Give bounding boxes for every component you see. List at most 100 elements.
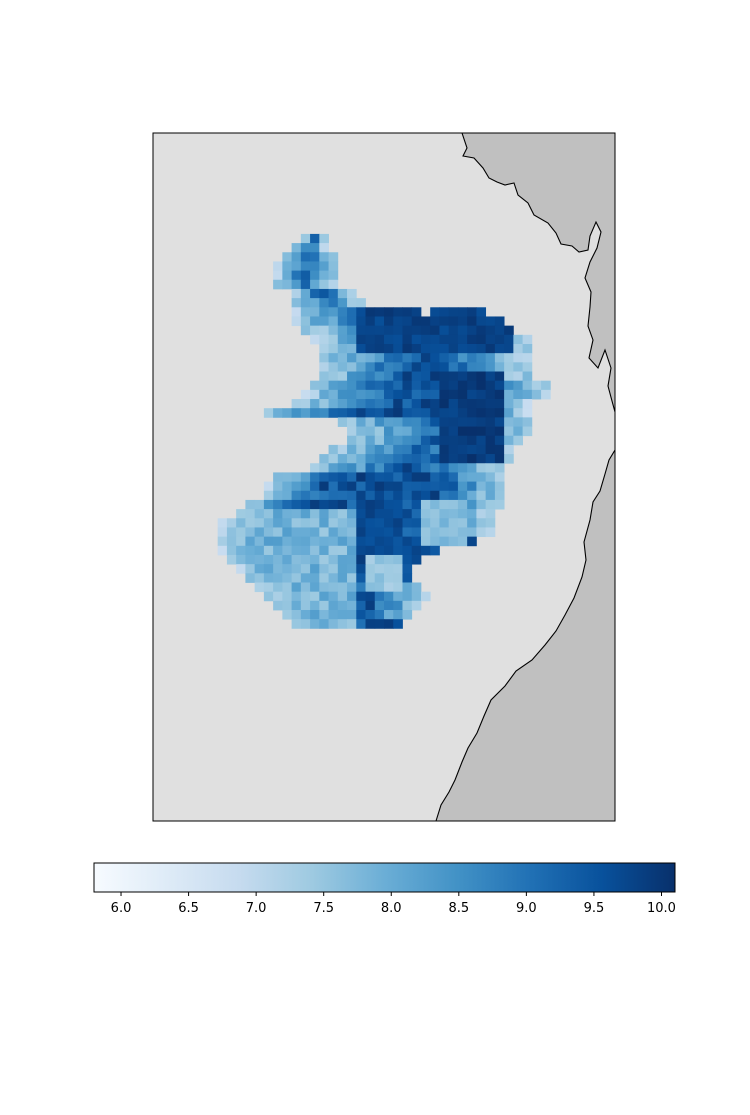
field-cell bbox=[457, 343, 468, 354]
field-cell bbox=[347, 545, 357, 556]
field-cell bbox=[319, 252, 329, 262]
field-cell bbox=[522, 380, 533, 391]
field-cell bbox=[411, 518, 422, 528]
field-cell bbox=[411, 527, 422, 538]
field-cell bbox=[420, 490, 431, 501]
field-cell bbox=[448, 499, 459, 510]
field-cell bbox=[411, 554, 422, 565]
data-field bbox=[217, 233, 551, 629]
field-cell bbox=[384, 353, 394, 363]
field-cell bbox=[365, 499, 376, 510]
field-cell bbox=[384, 444, 394, 455]
field-cell bbox=[504, 417, 514, 427]
field-cell bbox=[328, 298, 339, 308]
field-cell bbox=[310, 270, 320, 281]
field-cell bbox=[504, 426, 514, 437]
field-cell bbox=[236, 518, 246, 528]
field-cell bbox=[347, 600, 357, 611]
field-cell bbox=[439, 316, 450, 327]
field-cell bbox=[384, 380, 394, 391]
field-cell bbox=[467, 399, 477, 409]
field-cell bbox=[374, 619, 385, 629]
field-cell bbox=[522, 426, 533, 437]
field-cell bbox=[291, 261, 302, 271]
field-cell bbox=[319, 243, 329, 253]
field-cell bbox=[494, 353, 505, 363]
field-cell bbox=[476, 426, 487, 437]
field-cell bbox=[430, 389, 440, 400]
field-cell bbox=[291, 573, 302, 583]
field-cell bbox=[467, 435, 477, 446]
field-cell bbox=[374, 499, 385, 510]
field-cell bbox=[467, 463, 477, 473]
field-cell bbox=[448, 527, 459, 538]
field-cell bbox=[476, 481, 487, 492]
field-cell bbox=[402, 573, 413, 583]
field-cell bbox=[476, 380, 487, 391]
field-cell bbox=[319, 582, 329, 593]
field-cell bbox=[365, 307, 376, 317]
field-cell bbox=[254, 499, 265, 510]
field-cell bbox=[300, 243, 311, 253]
field-cell bbox=[310, 518, 320, 528]
field-cell bbox=[236, 564, 246, 574]
field-cell bbox=[282, 270, 292, 281]
field-cell bbox=[263, 527, 274, 538]
field-cell bbox=[513, 334, 523, 345]
field-cell bbox=[365, 426, 376, 437]
field-cell bbox=[504, 353, 514, 363]
field-cell bbox=[310, 545, 320, 556]
field-cell bbox=[430, 399, 440, 409]
field-cell bbox=[328, 279, 339, 290]
field-cell bbox=[522, 399, 533, 409]
field-cell bbox=[485, 490, 496, 501]
field-cell bbox=[439, 408, 450, 418]
field-cell bbox=[384, 481, 394, 492]
field-cell bbox=[319, 233, 329, 244]
field-cell bbox=[273, 261, 283, 271]
field-cell bbox=[356, 298, 366, 308]
field-cell bbox=[347, 591, 357, 602]
field-cell bbox=[485, 399, 496, 409]
field-cell bbox=[457, 472, 468, 482]
field-cell bbox=[282, 408, 292, 418]
field-cell bbox=[356, 591, 366, 602]
field-cell bbox=[328, 619, 339, 629]
field-cell bbox=[273, 564, 283, 574]
field-cell bbox=[291, 564, 302, 574]
field-cell bbox=[494, 499, 505, 510]
field-cell bbox=[430, 463, 440, 473]
field-cell bbox=[282, 472, 292, 482]
field-cell bbox=[328, 527, 339, 538]
field-cell bbox=[300, 261, 311, 271]
field-cell bbox=[254, 536, 265, 547]
field-cell bbox=[393, 380, 403, 391]
field-cell bbox=[310, 233, 320, 244]
field-cell bbox=[384, 610, 394, 620]
field-cell bbox=[411, 316, 422, 327]
field-cell bbox=[402, 564, 413, 574]
field-cell bbox=[411, 444, 422, 455]
field-cell bbox=[310, 472, 320, 482]
field-cell bbox=[310, 399, 320, 409]
field-cell bbox=[328, 509, 339, 519]
field-cell bbox=[402, 399, 413, 409]
field-cell bbox=[310, 261, 320, 271]
field-cell bbox=[448, 353, 459, 363]
field-cell bbox=[356, 399, 366, 409]
field-cell bbox=[300, 573, 311, 583]
field-cell bbox=[365, 316, 376, 327]
field-cell bbox=[384, 499, 394, 510]
field-cell bbox=[420, 463, 431, 473]
field-cell bbox=[384, 426, 394, 437]
field-cell bbox=[310, 389, 320, 400]
field-cell bbox=[356, 343, 366, 354]
field-cell bbox=[485, 408, 496, 418]
field-cell bbox=[384, 527, 394, 538]
field-cell bbox=[411, 463, 422, 473]
field-cell bbox=[439, 536, 450, 547]
field-cell bbox=[365, 325, 376, 336]
field-cell bbox=[347, 444, 357, 455]
field-cell bbox=[430, 343, 440, 354]
field-cell bbox=[430, 454, 440, 464]
